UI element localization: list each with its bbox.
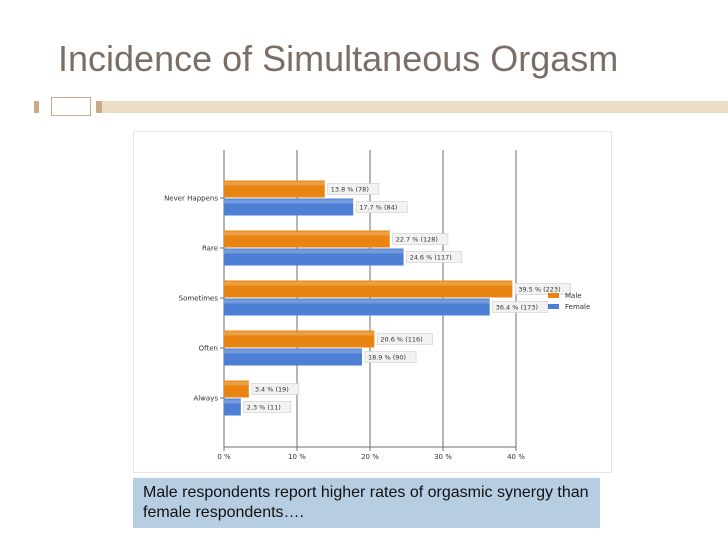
legend-swatch-female [548, 304, 559, 309]
slide-title: Incidence of Simultaneous Orgasm [58, 38, 619, 79]
legend-item-female: Female [548, 301, 590, 312]
bar-male [224, 380, 249, 398]
x-tick-label: 0 % [217, 453, 231, 461]
accent-band [102, 101, 728, 113]
category-label: Rare [202, 245, 218, 253]
title-accent-bar [0, 96, 728, 118]
data-label: 2.3 % (11) [247, 404, 281, 412]
bar-highlight [224, 181, 325, 186]
category-label: Often [199, 345, 218, 353]
category-label: Always [193, 395, 218, 403]
bar-highlight [224, 281, 513, 286]
bar-male [224, 330, 375, 348]
bar-highlight [224, 349, 362, 354]
bar-female [224, 198, 354, 216]
data-label-box [355, 201, 408, 213]
x-tick-label: 20 % [361, 453, 379, 461]
data-label: 24.6 % (117) [410, 254, 452, 262]
data-label-box [406, 251, 463, 263]
data-label-box [515, 283, 571, 295]
data-label-box [243, 401, 292, 413]
data-label-box [392, 233, 449, 245]
legend-label-female: Female [565, 302, 591, 311]
data-label-box [364, 351, 417, 363]
data-label: 39.5 % (223) [518, 286, 560, 294]
bar-chart: 0 % 10 % 20 % 30 % 40 % Never Happens 13.8 % (… [164, 150, 571, 461]
accent-stub-right [96, 101, 102, 113]
accent-stub-left [34, 101, 39, 113]
bar-female [224, 248, 404, 266]
legend-swatch-male [548, 293, 559, 298]
data-label: 18.9 % (90) [368, 354, 406, 362]
legend-item-male: Male [548, 290, 590, 301]
data-label: 36.4 % (173) [496, 304, 538, 312]
bar-highlight [224, 399, 241, 404]
bar-highlight [224, 331, 375, 336]
bar-female [224, 398, 241, 416]
bar-highlight [224, 249, 404, 254]
data-label: 13.8 % (78) [331, 186, 369, 194]
data-label: 3.4 % (19) [255, 386, 289, 394]
x-tick-label: 10 % [288, 453, 306, 461]
data-label: 22.7 % (128) [396, 236, 438, 244]
data-label-box [492, 301, 549, 313]
bar-male [224, 230, 390, 248]
category-label: Never Happens [164, 195, 218, 203]
data-label: 17.7 % (84) [359, 204, 397, 212]
bar-highlight [224, 231, 390, 236]
data-label: 20.6 % (116) [380, 336, 422, 344]
x-tick-label: 40 % [507, 453, 525, 461]
data-label-box [251, 383, 300, 395]
bar-female [224, 298, 490, 316]
chart-legend: Male Female [548, 290, 590, 312]
x-tick-label: 30 % [434, 453, 452, 461]
category-label: Sometimes [179, 295, 219, 303]
bar-male [224, 180, 325, 198]
bar-female [224, 348, 362, 366]
data-label-box [377, 333, 433, 345]
bar-highlight [224, 381, 249, 386]
caption-box: Male respondents report higher rates of … [133, 478, 600, 528]
bar-highlight [224, 199, 354, 204]
chart-frame: 0 % 10 % 20 % 30 % 40 % Never Happens 13.8 % (… [133, 131, 612, 473]
legend-label-male: Male [565, 291, 582, 300]
accent-square [51, 97, 91, 116]
data-label-box [327, 183, 380, 195]
bar-male [224, 280, 513, 298]
bar-highlight [224, 299, 490, 304]
